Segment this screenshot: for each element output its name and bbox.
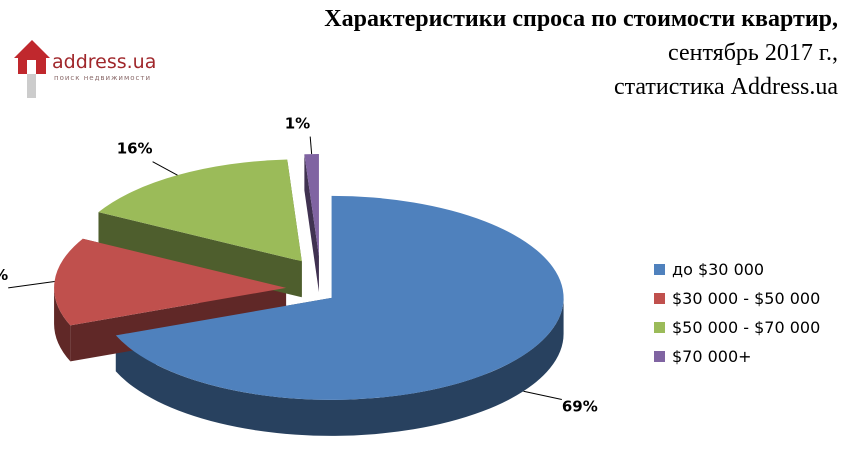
slice-side: [304, 154, 319, 293]
slice: [98, 159, 302, 262]
pie-tops: [54, 154, 564, 400]
slice: [115, 195, 564, 400]
legend: до $30 000 $30 000 - $50 000 $50 000 - $70…: [654, 260, 820, 366]
labels: 69% 14% 16% 1%: [0, 115, 598, 416]
logo: address.ua поиск недвижимости: [14, 40, 156, 98]
slice-wall: [115, 297, 564, 436]
chart-subtitle: сентябрь 2017 г.,: [668, 40, 838, 66]
legend-swatch: [654, 351, 665, 362]
leader-line: [8, 280, 55, 289]
data-label: 69%: [562, 398, 598, 416]
slice: [54, 238, 287, 326]
legend-label: $30 000 - $50 000: [672, 289, 820, 308]
leader-line: [152, 161, 178, 176]
data-label: 14%: [0, 266, 8, 284]
logo-name: address.ua: [52, 51, 156, 73]
legend-swatch: [654, 293, 665, 304]
chart-subtitle: статистика Address.ua: [614, 74, 838, 100]
logo-house: [14, 40, 50, 74]
data-label: 1%: [285, 115, 310, 133]
leader-line: [309, 136, 313, 155]
logo-tagline: поиск недвижимости: [54, 74, 151, 82]
slice: [304, 154, 319, 257]
legend-swatch: [654, 264, 665, 275]
legend-label: $70 000+: [672, 347, 752, 366]
legend-label: до $30 000: [672, 260, 764, 279]
leader-line: [523, 390, 562, 401]
logo-door: [27, 60, 36, 74]
chart-title: Характеристики спроса по стоимости кварт…: [324, 6, 838, 32]
legend-label: $50 000 - $70 000: [672, 318, 820, 337]
legend-swatch: [654, 322, 665, 333]
data-label: 16%: [117, 140, 153, 158]
slice-side: [98, 212, 302, 298]
slice-wall: [54, 287, 71, 362]
logo-key: [27, 74, 36, 98]
